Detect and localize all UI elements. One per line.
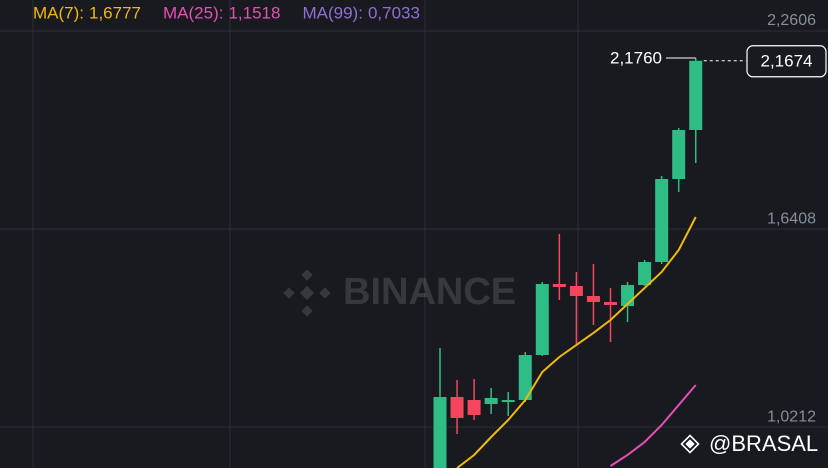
y-tick-label: 1,0212 <box>767 408 816 425</box>
candle-body <box>586 295 600 303</box>
candle-body <box>604 302 617 305</box>
handle-logo <box>680 434 700 454</box>
price-tag <box>746 45 827 78</box>
high-label: 2,1760 <box>610 49 662 68</box>
candle-body <box>672 130 686 179</box>
candle-body <box>638 261 652 286</box>
candle-body <box>450 396 464 418</box>
legend-name: MA(25): <box>163 3 223 22</box>
candle-body <box>467 399 481 415</box>
handle: @BRASAL <box>709 431 818 456</box>
legend-value: 1,1518 <box>228 3 280 22</box>
price-tag-label: 2,1674 <box>761 51 813 70</box>
legend-value: 1,6777 <box>89 3 141 22</box>
plot-area <box>433 58 703 468</box>
vertical-grid <box>32 0 579 468</box>
ma-line <box>456 216 697 468</box>
legend-name: MA(7): <box>33 3 84 22</box>
candle-body <box>655 178 669 262</box>
legend-value: 0,7033 <box>368 3 420 22</box>
candle-body <box>569 285 583 296</box>
legend-name: MA(99): <box>302 3 362 22</box>
y-tick-label: 1,6408 <box>767 210 816 227</box>
candle-body <box>535 283 549 355</box>
candle-body <box>433 396 447 468</box>
y-tick-label: 2,2606 <box>767 12 816 29</box>
candle-body <box>518 354 532 400</box>
watermark-text: BINANCE <box>343 271 516 313</box>
candle-body <box>501 399 515 403</box>
ma-line <box>609 384 697 467</box>
candle-body <box>552 283 566 287</box>
candle-body <box>689 60 703 131</box>
legend: MA(7): 1,6777 MA(25): 1,1518 MA(99): 0,7033 <box>33 3 420 22</box>
candle-body <box>484 397 498 404</box>
